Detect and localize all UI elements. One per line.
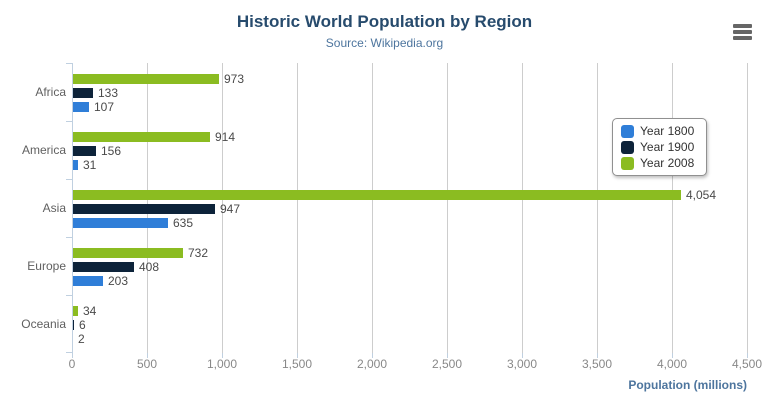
gridline	[672, 63, 673, 353]
bar[interactable]	[73, 262, 134, 272]
x-tick-label: 4,000	[656, 357, 688, 371]
y-axis-tick	[66, 237, 72, 238]
gridline	[372, 63, 373, 353]
hamburger-icon	[733, 36, 752, 40]
x-axis-tick	[597, 353, 598, 358]
bar-value-label: 34	[83, 304, 97, 318]
legend-swatch-icon	[621, 140, 634, 154]
bar-value-label: 6	[79, 318, 86, 332]
bar-value-label: 973	[224, 72, 245, 86]
bar-value-label: 107	[94, 100, 115, 114]
y-axis-tick	[66, 179, 72, 180]
x-axis-tick	[522, 353, 523, 358]
y-axis-tick	[66, 121, 72, 122]
hamburger-icon	[733, 30, 752, 34]
bar[interactable]	[73, 132, 210, 142]
legend-label: Year 2008	[640, 156, 695, 170]
x-axis-tick	[672, 353, 673, 358]
x-tick-label: 1,500	[281, 357, 313, 371]
x-tick-label: 500	[136, 357, 158, 371]
legend-item[interactable]: Year 1800	[621, 123, 694, 139]
legend-item[interactable]: Year 1900	[621, 139, 694, 155]
x-axis-tick	[372, 353, 373, 358]
bar[interactable]	[73, 88, 93, 98]
legend-swatch-icon	[621, 156, 634, 170]
chart-subtitle: Source: Wikipedia.org	[325, 36, 444, 50]
gridline	[597, 63, 598, 353]
legend-label: Year 1900	[640, 140, 695, 154]
x-axis-tick	[297, 353, 298, 358]
x-tick-label: 0	[68, 357, 76, 371]
x-tick-label: 2,000	[356, 357, 388, 371]
bar[interactable]	[73, 248, 183, 258]
bar[interactable]	[73, 102, 89, 112]
y-axis-tick	[66, 352, 72, 353]
category-label: Africa	[35, 85, 66, 99]
y-axis-line	[72, 63, 73, 353]
x-axis-tick	[147, 353, 148, 358]
gridline	[522, 63, 523, 353]
bar-value-label: 156	[101, 144, 122, 158]
bar[interactable]	[73, 218, 168, 228]
bar[interactable]	[73, 276, 103, 286]
legend: Year 1800 Year 1900 Year 2008	[612, 118, 708, 176]
bar[interactable]	[73, 146, 96, 156]
bar[interactable]	[73, 74, 219, 84]
gridline	[222, 63, 223, 353]
context-menu-button[interactable]	[729, 21, 756, 44]
category-label: Asia	[42, 201, 66, 215]
x-tick-label: 3,500	[581, 357, 613, 371]
category-label: Europe	[27, 259, 66, 273]
category-label: America	[21, 143, 66, 157]
x-tick-label: 1,000	[206, 357, 238, 371]
bar-value-label: 408	[139, 260, 160, 274]
legend-swatch-icon	[621, 124, 634, 138]
bar-value-label: 31	[83, 158, 97, 172]
x-axis-tick	[747, 353, 748, 358]
x-tick-label: 4,500	[731, 357, 763, 371]
bar[interactable]	[73, 204, 215, 214]
gridline	[297, 63, 298, 353]
bar-value-label: 2	[78, 332, 85, 346]
x-tick-label: 2,500	[431, 357, 463, 371]
legend-label: Year 1800	[640, 124, 695, 138]
bar-value-label: 4,054	[686, 188, 717, 202]
bar-value-label: 203	[108, 274, 129, 288]
x-axis-tick	[72, 353, 73, 358]
hamburger-icon	[733, 24, 752, 28]
y-axis-tick	[66, 295, 72, 296]
bar-value-label: 947	[220, 202, 241, 216]
legend-item[interactable]: Year 2008	[621, 155, 694, 171]
bar-value-label: 635	[173, 216, 194, 230]
gridline	[447, 63, 448, 353]
x-axis-tick	[447, 353, 448, 358]
plot-area: 973 133 107 914 156 31 4,054 947 635 732 408 203 34 6…	[66, 63, 748, 358]
bar[interactable]	[73, 306, 78, 316]
y-axis-tick	[66, 63, 72, 64]
bar-value-label: 133	[98, 86, 119, 100]
bar[interactable]	[73, 320, 74, 330]
x-tick-label: 3,000	[506, 357, 538, 371]
bar-value-label: 732	[188, 246, 209, 260]
category-label: Oceania	[21, 317, 66, 331]
chart-title: Historic World Population by Region	[236, 12, 533, 31]
bar[interactable]	[73, 190, 681, 200]
x-axis-tick	[222, 353, 223, 358]
x-axis-title: Population (millions)	[628, 378, 747, 392]
bar-value-label: 914	[215, 130, 236, 144]
gridline	[747, 63, 748, 353]
bar[interactable]	[73, 160, 78, 170]
